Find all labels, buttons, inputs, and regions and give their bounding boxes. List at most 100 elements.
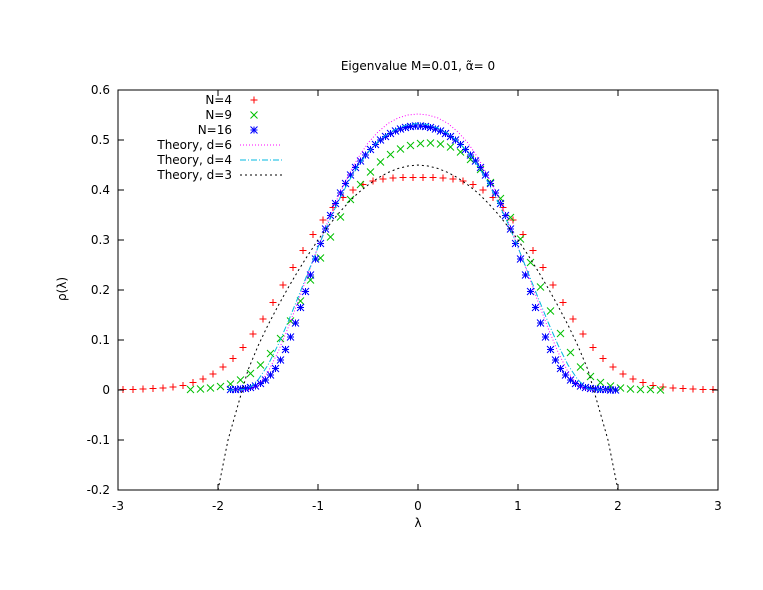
data-point [586, 372, 595, 381]
data-point [246, 383, 255, 392]
data-point [699, 386, 707, 393]
legend-item: Theory, d=3 [156, 168, 282, 182]
data-point [506, 225, 515, 233]
data-point [206, 384, 215, 392]
data-point [266, 349, 275, 358]
legend-label: N=16 [198, 123, 232, 137]
data-point [399, 174, 407, 181]
data-point [251, 382, 260, 390]
data-point [256, 379, 265, 388]
data-point [396, 125, 405, 133]
data-point [409, 174, 417, 181]
legend-label: Theory, d=4 [156, 153, 232, 167]
y-tick-label: -0.2 [87, 483, 110, 497]
data-point [259, 315, 267, 323]
data-point [471, 157, 480, 165]
data-point [426, 139, 435, 147]
series-line [228, 113, 608, 391]
data-point [356, 180, 365, 189]
data-point [646, 385, 655, 394]
data-point [591, 385, 600, 393]
data-point [421, 122, 430, 131]
data-point [271, 364, 280, 373]
data-point [406, 122, 415, 131]
data-point [296, 297, 305, 305]
data-point [306, 271, 315, 279]
data-point [326, 233, 335, 241]
data-point [516, 255, 525, 263]
data-point [129, 386, 137, 393]
legend-label: N=9 [205, 108, 232, 122]
data-point [231, 385, 240, 394]
data-point [441, 129, 450, 138]
data-point [341, 179, 350, 188]
data-point [209, 370, 217, 378]
data-point [159, 384, 167, 392]
data-point [346, 171, 355, 179]
data-point [531, 303, 540, 312]
y-tick-label: 0.4 [91, 183, 110, 197]
data-point [571, 379, 580, 388]
data-point [276, 356, 285, 364]
data-point [356, 157, 365, 165]
data-point [389, 174, 397, 182]
data-point [656, 386, 665, 394]
data-point [461, 145, 470, 154]
data-point [236, 385, 245, 393]
x-tick-label: -1 [312, 499, 324, 513]
data-point [139, 385, 147, 393]
data-point [536, 319, 545, 327]
series-line [228, 122, 608, 391]
data-point [546, 345, 555, 354]
data-point [536, 283, 545, 291]
data-point [551, 356, 560, 364]
x-tick-label: -2 [212, 499, 224, 513]
data-point [541, 333, 550, 341]
data-point [626, 385, 635, 393]
y-tick-label: 0 [102, 383, 110, 397]
data-point [401, 123, 410, 132]
data-point [299, 247, 307, 254]
data-point [496, 199, 505, 208]
data-point [199, 375, 207, 383]
data-point [596, 378, 605, 387]
data-point [439, 174, 447, 182]
data-point [289, 264, 297, 271]
data-point [511, 239, 520, 248]
legend-item: N=16 [198, 123, 258, 137]
data-point [566, 348, 575, 357]
y-tick-label: 0.5 [91, 133, 110, 147]
legend-label: N=4 [205, 93, 232, 107]
data-point [346, 195, 355, 204]
data-point [216, 382, 225, 391]
data-point [309, 231, 317, 238]
data-point [546, 307, 555, 315]
data-point [586, 384, 595, 393]
data-point [336, 213, 345, 221]
y-tick-label: -0.1 [87, 433, 110, 447]
y-tick-label: 0.1 [91, 333, 110, 347]
data-point [266, 371, 275, 379]
data-point [449, 175, 457, 183]
data-point [521, 271, 530, 279]
x-tick-label: 2 [614, 499, 622, 513]
data-point [429, 174, 437, 181]
data-point [256, 361, 265, 369]
axes: -3 -2 -1 0 1 2 3 -0.2 -0.1 0 0.1 0.2 0.3 0.4 0.5 0.6 [87, 83, 722, 513]
data-point [576, 382, 585, 390]
data-point [381, 132, 390, 141]
data-point [319, 216, 327, 224]
data-point [581, 383, 590, 392]
y-axis-label: ρ(λ) [55, 277, 69, 301]
data-point [526, 287, 535, 296]
data-point [599, 355, 607, 362]
data-point [469, 181, 477, 188]
data-point [561, 371, 570, 379]
data-point [419, 174, 427, 181]
data-point [396, 145, 405, 153]
data-point [349, 186, 357, 194]
data-point [576, 363, 585, 371]
data-point [539, 264, 547, 271]
